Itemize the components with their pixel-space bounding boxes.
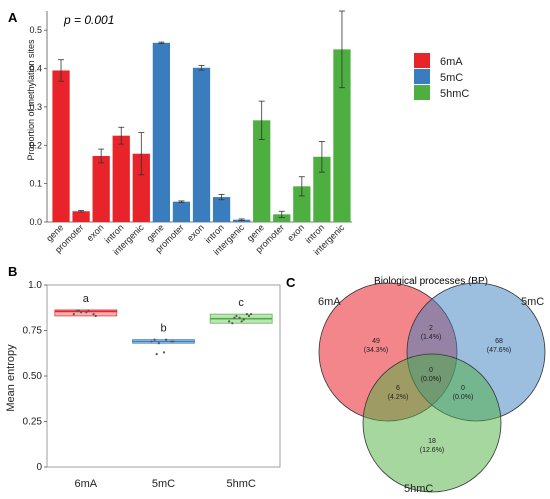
y-tick-label: 0.0 xyxy=(29,217,42,227)
bar-6mA-gene xyxy=(52,70,70,222)
y-tick-label: 0.5 xyxy=(29,25,42,35)
bar-5hmC-intron xyxy=(313,156,331,222)
data-point xyxy=(92,313,95,316)
x-tick-label: exon xyxy=(85,222,106,243)
bar-6mA-intron xyxy=(112,135,130,222)
venn-count-5mC_only: 68 xyxy=(495,338,503,345)
venn-circle-5hmC xyxy=(362,353,502,493)
data-point xyxy=(233,316,236,319)
data-point xyxy=(162,351,166,354)
data-point xyxy=(240,320,243,323)
significance-letter-5hmC: c xyxy=(238,297,244,309)
venn-pct-5mC_only: (47.6%) xyxy=(487,347,512,354)
bar-6mA-exon xyxy=(92,156,110,222)
bar-5mC-exon xyxy=(192,67,211,222)
venn-count-5mC_5hmC: 0 xyxy=(461,385,465,392)
venn-count-5hmC_only: 18 xyxy=(428,438,436,445)
significance-letter-6mA: a xyxy=(83,293,90,305)
y-tick-label: 0 xyxy=(36,462,42,473)
legend-label-5hmC: 5hmC xyxy=(440,88,469,100)
venn-set-label-5hmC: 5hmC xyxy=(404,483,433,495)
data-point xyxy=(72,313,75,316)
data-point xyxy=(172,340,175,343)
y-tick-label: 0.3 xyxy=(29,102,42,112)
bar-5mC-gene xyxy=(152,42,170,222)
data-point xyxy=(170,340,173,343)
panel-c-letter: C xyxy=(286,275,296,290)
data-point xyxy=(153,338,156,341)
data-point xyxy=(245,313,248,316)
venn-count-6mA_5hmC: 6 xyxy=(396,385,400,392)
venn-count-all: 0 xyxy=(429,367,433,374)
x-tick-label: exon xyxy=(185,222,206,243)
data-point xyxy=(94,314,97,318)
data-point xyxy=(235,314,238,318)
data-point xyxy=(77,309,81,312)
y-tick-label: 0.4 xyxy=(29,64,42,74)
data-point xyxy=(75,309,79,312)
bar-5hmC-exon xyxy=(293,186,311,222)
panel-a-letter: A xyxy=(8,10,18,25)
legend-swatch-5hmC xyxy=(414,85,430,100)
legend-swatch-5mC xyxy=(414,69,430,84)
panel-b-y-axis-title: Mean entropy xyxy=(5,344,17,412)
panel-c-venn: 49 (34.3%) 68 (47.6%) 18 (12.6%) 2 (1.4%) 6 (4.2%… xyxy=(318,282,546,493)
bar-5mC-promoter xyxy=(172,201,191,222)
bar-6mA-intergenic xyxy=(132,153,150,222)
venn-pct-6mA_5hmC: (4.2%) xyxy=(388,394,409,401)
venn-pct-6mA_5mC: (1.4%) xyxy=(421,334,442,341)
venn-pct-6mA_only: (34.3%) xyxy=(364,347,389,354)
data-point xyxy=(80,311,83,314)
panel-a-y-axis-title: Proportion of methylation sites xyxy=(26,39,36,161)
data-point xyxy=(238,316,241,319)
venn-set-label-5mC: 5mC xyxy=(521,296,544,308)
y-tick-label: 1.0 xyxy=(28,280,42,291)
data-point xyxy=(150,340,153,343)
panel-a-bars xyxy=(52,10,351,223)
data-point xyxy=(231,322,234,325)
x-tick-label-5mC: 5mC xyxy=(152,478,175,490)
data-point xyxy=(155,353,158,356)
panel-a-legend: 6mA 5mC 5hmC xyxy=(414,53,469,100)
data-point xyxy=(157,342,160,345)
venn-set-label-6mA: 6mA xyxy=(318,296,341,308)
data-point xyxy=(87,309,90,312)
bar-5hmC-intergenic xyxy=(333,49,351,223)
data-point xyxy=(247,314,251,318)
venn-count-6mA_5mC: 2 xyxy=(429,325,433,332)
venn-pct-5mC_5hmC: (0.0%) xyxy=(453,394,474,401)
y-tick-label: 0.25 xyxy=(23,417,43,428)
y-tick-label: 0.1 xyxy=(29,179,42,189)
legend-swatch-6mA xyxy=(414,53,430,68)
significance-letter-5mC: b xyxy=(160,323,166,335)
y-tick-label: 0.2 xyxy=(29,140,42,150)
data-point xyxy=(165,338,168,341)
bar-5mC-intron xyxy=(212,197,231,222)
panel-a-pvalue: p = 0.001 xyxy=(63,13,114,27)
bar-6mA-promoter xyxy=(72,211,90,222)
legend-label-6mA: 6mA xyxy=(440,56,463,68)
y-tick-label: 0.75 xyxy=(23,326,43,337)
x-tick-label-6mA: 6mA xyxy=(75,478,98,490)
bar-5hmC-promoter xyxy=(273,214,291,222)
panel-b-plot: 0 0.25 0.50 0.75 1.0 a 6mA b 5mC c 5hmC xyxy=(23,280,281,490)
y-tick-label: 0.50 xyxy=(23,371,43,382)
venn-pct-all: (0.0%) xyxy=(421,376,442,383)
data-point xyxy=(249,313,253,316)
x-tick-label: exon xyxy=(285,222,306,243)
data-point xyxy=(242,318,245,321)
bar-5hmC-gene xyxy=(253,120,271,222)
x-tick-label-5hmC: 5hmC xyxy=(226,478,255,490)
legend-label-5mC: 5mC xyxy=(440,72,463,84)
venn-pct-5hmC_only: (12.6%) xyxy=(420,447,445,454)
panel-b-letter: B xyxy=(8,264,17,279)
data-point xyxy=(85,311,88,314)
data-point xyxy=(228,320,231,323)
venn-count-6mA_only: 49 xyxy=(372,338,380,345)
panel-c-title: Biological processes (BP) xyxy=(374,276,488,287)
